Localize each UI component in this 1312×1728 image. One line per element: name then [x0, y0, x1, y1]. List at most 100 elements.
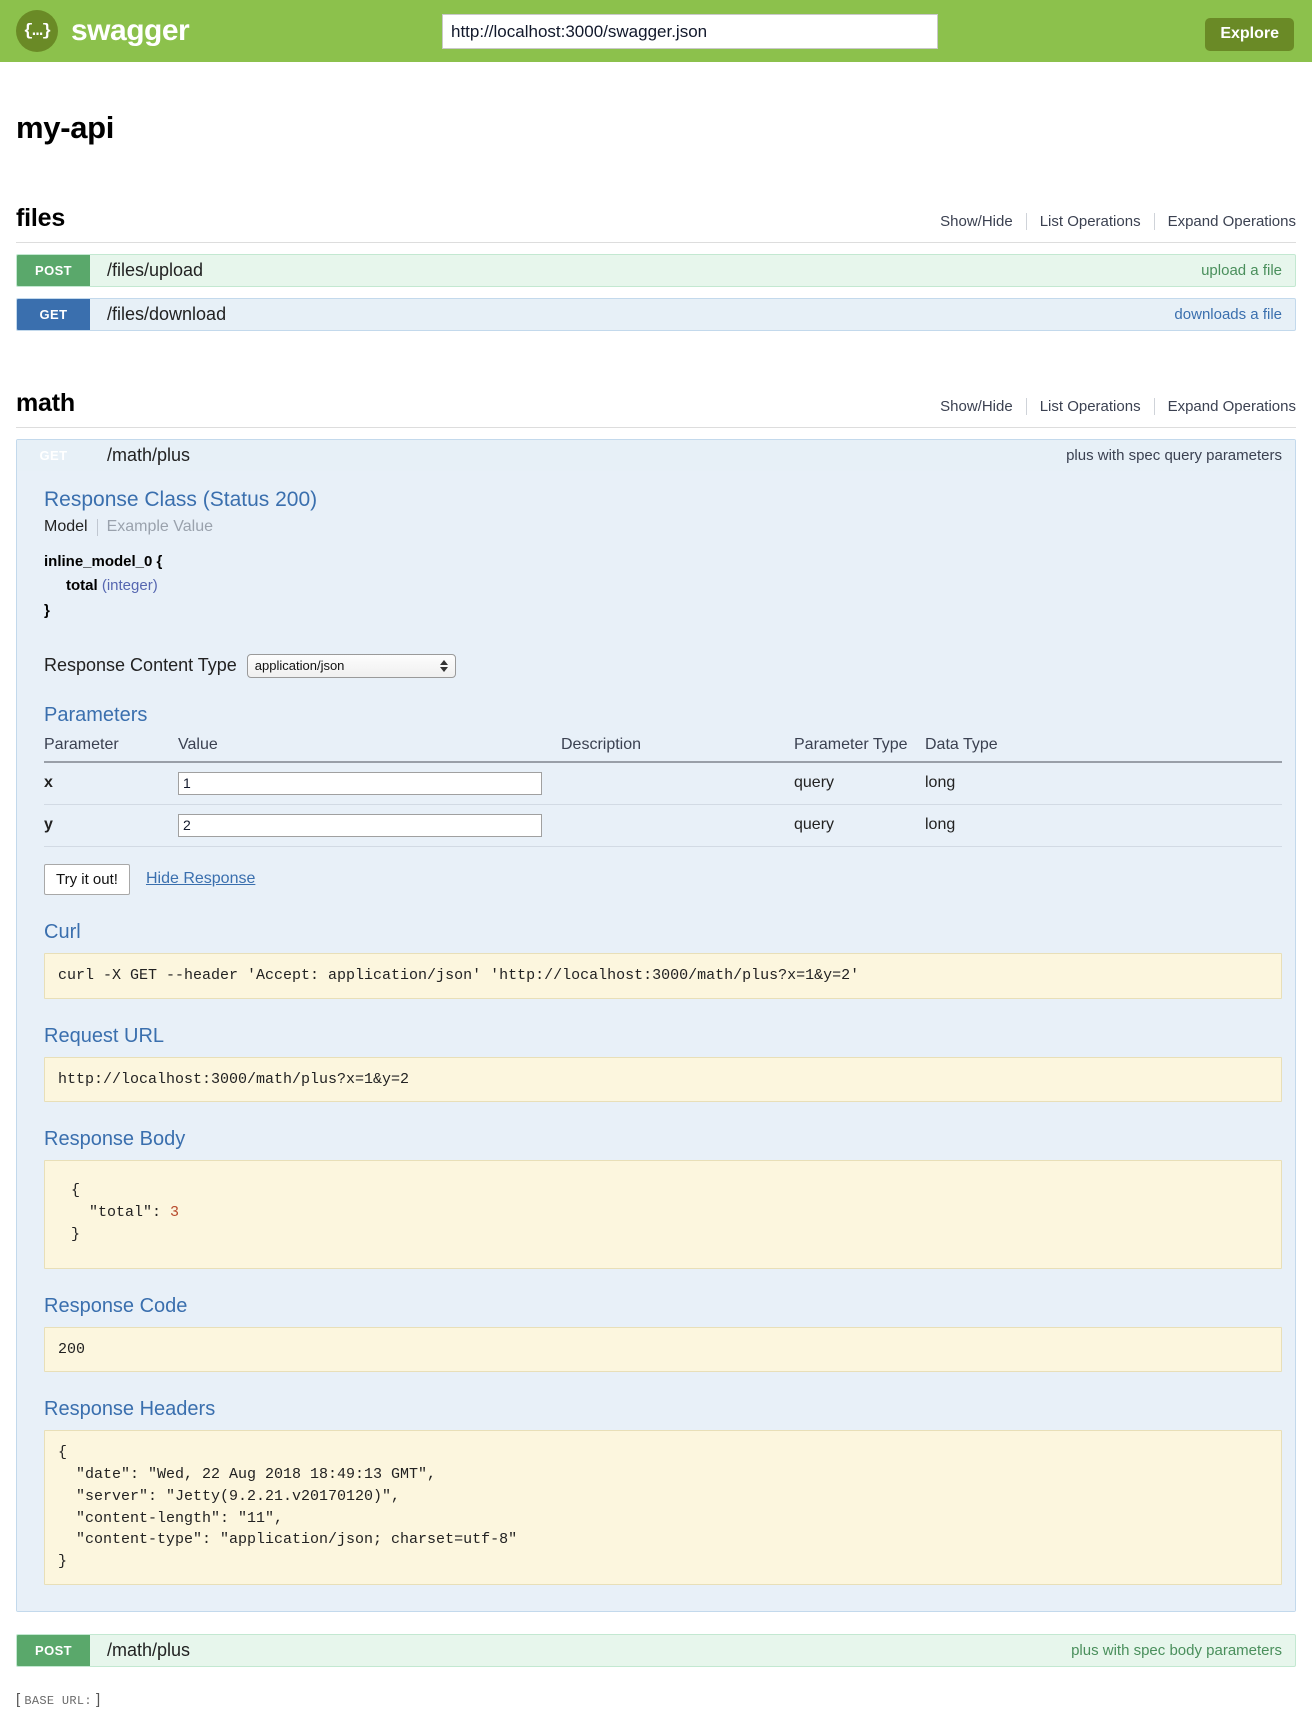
parameters-table-header: Parameter Value Description Parameter Ty…	[44, 735, 1282, 763]
operation-summary[interactable]: upload a file	[1201, 262, 1282, 279]
parameter-type-x: query	[794, 761, 925, 805]
operation-path[interactable]: /files/upload	[107, 260, 204, 280]
model-property-total: total (integer)	[66, 574, 1282, 598]
request-url-title: Request URL	[44, 1024, 165, 1047]
spec-url-input[interactable]	[442, 14, 938, 49]
response-content-type-value: application/json	[254, 658, 345, 674]
show-hide-link-files[interactable]: Show/Hide	[940, 213, 1013, 230]
response-body-key: "total":	[71, 1204, 171, 1222]
resource-header-files: files Show/Hide List Operations Expand O…	[16, 204, 1296, 243]
footer-open-bracket: [	[16, 1690, 21, 1708]
resource-math: math Show/Hide List Operations Expand Op…	[16, 389, 1296, 1667]
footer-close-bracket: ]	[96, 1690, 101, 1708]
logo-glyph: {…}	[23, 21, 52, 41]
resource-title-files[interactable]: files	[16, 204, 66, 232]
operation-row-post-files-upload[interactable]: POST /files/upload upload a file	[16, 254, 1296, 287]
hide-response-link[interactable]: Hide Response	[145, 870, 256, 888]
curl-code-block: curl -X GET --header 'Accept: applicatio…	[44, 952, 1282, 999]
parameter-data-type-y: long	[925, 804, 1282, 847]
parameter-name-x: x	[44, 761, 178, 805]
model-property-type: (integer)	[101, 577, 158, 595]
column-header-parameter: Parameter	[44, 735, 178, 763]
parameter-description-y	[561, 804, 794, 847]
response-code-block: 200	[44, 1326, 1282, 1373]
list-operations-link-files[interactable]: List Operations	[1025, 213, 1154, 230]
list-operations-link-math[interactable]: List Operations	[1025, 398, 1154, 415]
operation-row-get-files-download[interactable]: GET /files/download downloads a file	[16, 298, 1296, 331]
operation-path[interactable]: /math/plus	[107, 445, 191, 465]
resource-title-math[interactable]: math	[16, 389, 75, 417]
resource-header-math: math Show/Hide List Operations Expand Op…	[16, 389, 1296, 428]
operation-row-post-math-plus[interactable]: POST /math/plus plus with spec body para…	[16, 1633, 1296, 1667]
method-badge-get: GET	[39, 448, 68, 463]
try-it-out-button[interactable]: Try it out!	[44, 863, 130, 895]
response-content-type-select[interactable]: application/json	[246, 653, 456, 678]
response-body-close: }	[71, 1225, 81, 1243]
request-url-code-block: http://localhost:3000/math/plus?x=1&y=2	[44, 1056, 1282, 1103]
brand-name: swagger	[71, 14, 190, 47]
response-body-code-block: { "total": 3 }	[44, 1160, 1282, 1269]
parameters-title: Parameters	[44, 703, 148, 726]
response-body-open: {	[71, 1182, 81, 1200]
tab-divider	[96, 518, 98, 536]
method-badge-get: GET	[17, 299, 90, 330]
table-row: x query long	[44, 761, 1282, 805]
parameter-name-y: y	[44, 804, 178, 847]
parameter-type-y: query	[794, 804, 925, 847]
spec-url-wrap	[442, 14, 938, 49]
expand-operations-link-files[interactable]: Expand Operations	[1153, 213, 1296, 230]
footer-base-url-label: BASE URL:	[24, 1693, 92, 1708]
operation-actions: Try it out! Hide Response	[44, 863, 1282, 895]
show-hide-link-math[interactable]: Show/Hide	[940, 398, 1013, 415]
resource-options-math: Show/Hide List Operations Expand Operati…	[927, 398, 1296, 418]
operation-path[interactable]: /files/download	[107, 304, 227, 324]
operation-summary[interactable]: plus with spec query parameters	[1066, 447, 1282, 464]
curl-title: Curl	[44, 920, 81, 943]
response-content-type-label: Response Content Type	[44, 655, 237, 676]
parameter-input-x[interactable]	[178, 771, 542, 795]
tab-example-value[interactable]: Example Value	[106, 518, 214, 535]
parameter-value-cell-x	[178, 761, 561, 805]
column-header-description: Description	[561, 735, 794, 763]
page-title: my-api	[16, 110, 115, 145]
resource-options-files: Show/Hide List Operations Expand Operati…	[927, 213, 1296, 233]
model-close: }	[44, 601, 50, 619]
model-property-name: total	[66, 577, 98, 595]
method-badge-post: POST	[17, 1634, 90, 1666]
tab-model[interactable]: Model	[44, 518, 88, 535]
page-content: my-api files Show/Hide List Operations E…	[0, 110, 1312, 1667]
response-body-title: Response Body	[44, 1128, 186, 1151]
column-header-data-type: Data Type	[925, 735, 1282, 763]
model-example-tabs: Model Example Value	[44, 518, 1282, 536]
parameter-data-type-x: long	[925, 761, 1282, 805]
operation-summary[interactable]: downloads a file	[1174, 306, 1282, 323]
response-body-value: 3	[170, 1204, 180, 1222]
parameter-input-y[interactable]	[178, 813, 542, 837]
explore-button[interactable]: Explore	[1205, 18, 1294, 51]
parameter-description-x	[561, 761, 794, 805]
response-class-title: Response Class (Status 200)	[44, 488, 318, 511]
response-headers-title: Response Headers	[44, 1398, 216, 1421]
operation-expanded-get-math-plus: GET /math/plus plus with spec query para…	[16, 439, 1296, 1612]
column-header-parameter-type: Parameter Type	[794, 735, 925, 763]
column-header-value: Value	[178, 735, 561, 763]
model-open: inline_model_0 {	[44, 553, 163, 570]
brand[interactable]: {…} swagger	[16, 10, 190, 52]
expand-operations-link-math[interactable]: Expand Operations	[1153, 398, 1296, 415]
footer-base-url: [ BASE URL: ]	[0, 1691, 1312, 1724]
response-model: inline_model_0 { total (integer) }	[44, 550, 1282, 623]
response-code-title: Response Code	[44, 1294, 188, 1317]
table-row: y query long	[44, 804, 1282, 847]
resource-files: files Show/Hide List Operations Expand O…	[16, 204, 1296, 331]
response-headers-code-block: { "date": "Wed, 22 Aug 2018 18:49:13 GMT…	[44, 1430, 1282, 1585]
operation-header-get-math-plus[interactable]: GET /math/plus plus with spec query para…	[17, 440, 1295, 471]
select-stepper-icon	[439, 659, 448, 672]
operation-summary[interactable]: plus with spec body parameters	[1071, 1641, 1282, 1659]
method-badge-post: POST	[17, 255, 90, 286]
topbar: {…} swagger Explore	[0, 0, 1312, 62]
parameters-table: Parameter Value Description Parameter Ty…	[44, 735, 1282, 847]
swagger-braces-logo-icon: {…}	[16, 10, 58, 52]
operation-path[interactable]: /math/plus	[107, 1639, 191, 1660]
response-content-type-row: Response Content Type application/json	[44, 653, 1282, 678]
parameter-value-cell-y	[178, 804, 561, 847]
